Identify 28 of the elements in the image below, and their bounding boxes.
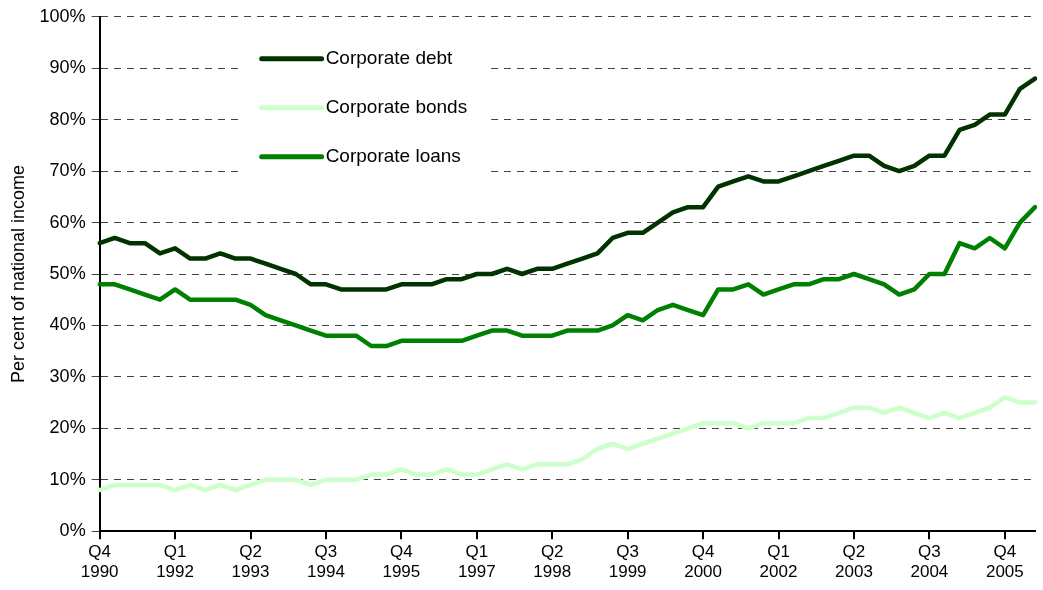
x-tick-label: Q4 2000 [684,542,723,582]
x-tick-label: Q4 1990 [80,542,119,582]
x-tick-label: Q2 2003 [835,542,873,582]
y-tick-label: 0% [59,520,86,541]
x-tick-label: Q4 2005 [985,542,1024,582]
x-tick-label: Q1 1997 [457,542,496,582]
y-tick-label: 20% [49,417,86,438]
x-tick-label: Q3 1994 [307,542,345,582]
x-tick-label: Q2 1993 [231,542,270,582]
y-tick-label: 30% [49,365,86,386]
y-tick-label: 50% [49,262,86,283]
y-tick-label: 60% [49,211,86,232]
y-tick-label: 40% [49,314,86,335]
x-tick-label: Q1 2002 [759,542,798,582]
y-tick-label: 100% [39,5,86,26]
x-tick-label: Q1 1992 [156,542,194,582]
y-tick-label: 70% [49,160,86,181]
x-tick-label: Q4 1995 [382,542,421,582]
y-tick-label: 90% [49,57,86,78]
x-tick-label: Q2 1998 [533,542,572,582]
legend-label: Corporate loans [325,145,461,167]
legend-label: Corporate bonds [325,96,468,118]
legend-label: Corporate debt [325,47,454,69]
y-tick-label: 80% [49,108,86,129]
x-tick-label: Q3 1999 [608,542,647,582]
y-tick-label: 10% [49,468,86,489]
x-tick-label: Q3 2004 [910,542,949,582]
y-axis-title: Per cent of national income [7,164,28,384]
